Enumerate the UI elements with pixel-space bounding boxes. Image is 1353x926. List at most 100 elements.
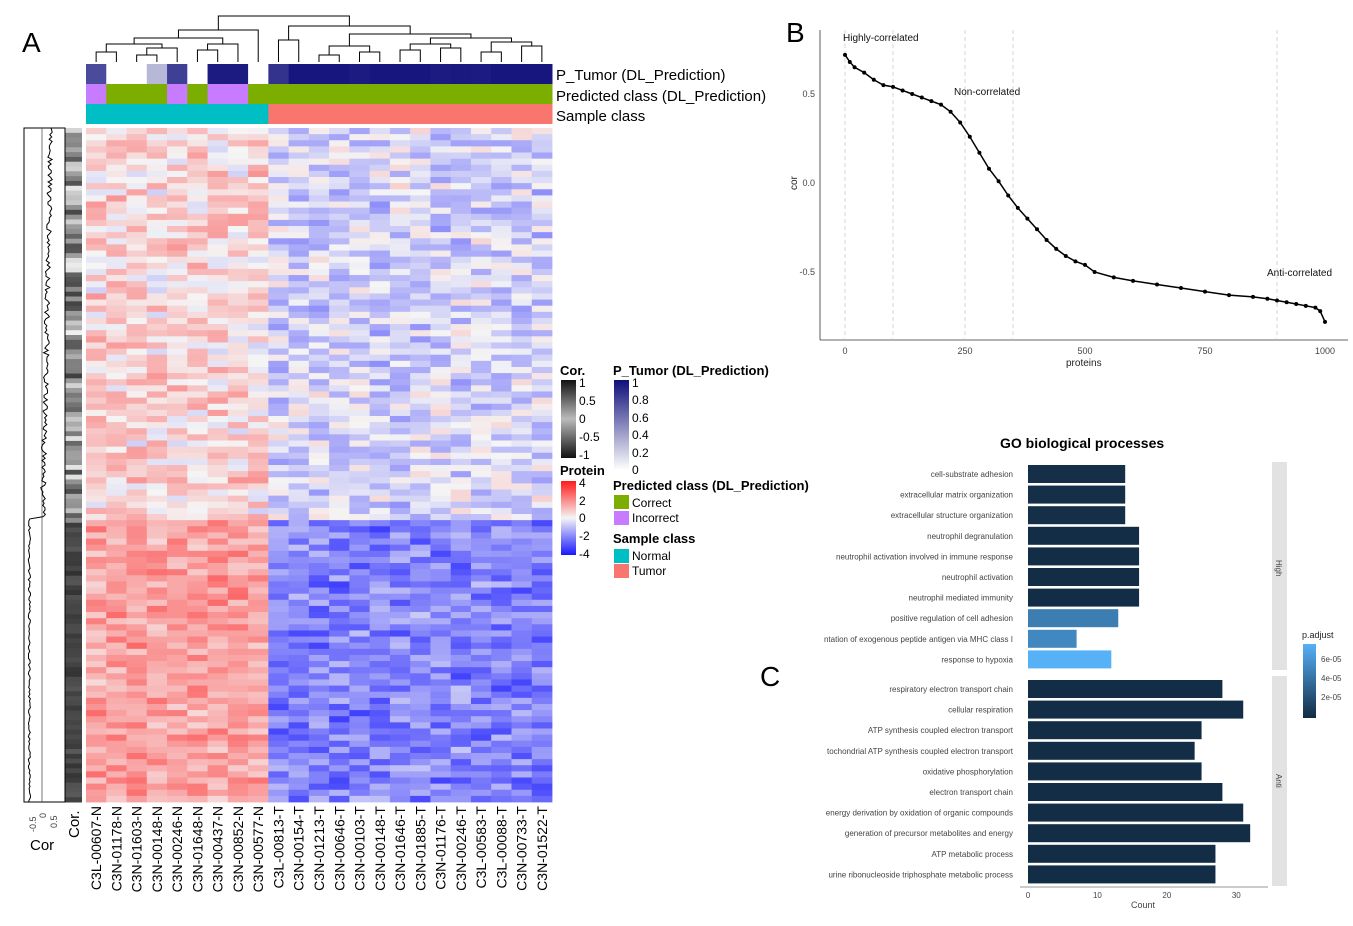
heatmap-cell bbox=[187, 550, 208, 558]
b-data-point bbox=[1265, 296, 1270, 301]
heatmap-cell bbox=[531, 636, 553, 644]
heatmap-cell bbox=[207, 795, 229, 803]
heatmap-cell bbox=[288, 716, 310, 723]
heatmap-cell bbox=[227, 146, 249, 153]
heatmap-cell bbox=[389, 697, 411, 705]
heatmap-cell bbox=[329, 501, 350, 509]
heatmap-cell bbox=[369, 789, 391, 797]
heatmap-cell bbox=[389, 207, 411, 215]
heatmap-cell bbox=[308, 507, 330, 515]
heatmap-cell bbox=[146, 612, 168, 619]
heatmap-cell bbox=[369, 140, 391, 147]
heatmap-cell bbox=[288, 305, 310, 313]
heatmap-cell bbox=[146, 219, 168, 227]
heatmap-cell bbox=[531, 311, 553, 319]
b-data-point bbox=[1323, 319, 1327, 324]
heatmap-cell bbox=[531, 728, 553, 735]
heatmap-cell bbox=[531, 305, 553, 313]
heatmap-cell bbox=[146, 783, 168, 791]
heatmap-cell bbox=[248, 183, 269, 190]
heatmap-cell bbox=[86, 685, 107, 693]
heatmap-cell bbox=[410, 250, 431, 258]
heatmap-cell bbox=[86, 587, 107, 595]
heatmap-cell bbox=[126, 477, 148, 484]
heatmap-cell bbox=[288, 262, 310, 270]
heatmap-cell bbox=[389, 213, 411, 221]
heatmap-cell bbox=[288, 612, 310, 619]
heatmap-cell bbox=[227, 268, 249, 276]
heatmap-cell bbox=[187, 697, 208, 705]
heatmap-cell bbox=[450, 728, 472, 735]
heatmap-cell bbox=[531, 759, 553, 766]
heatmap-cell bbox=[511, 232, 533, 239]
heatmap-cell bbox=[410, 268, 431, 276]
heatmap-cell bbox=[227, 293, 249, 300]
dendro-link bbox=[136, 54, 158, 62]
heatmap-cell bbox=[430, 563, 452, 570]
heatmap-cell bbox=[126, 624, 148, 631]
heatmap-cell bbox=[450, 556, 472, 564]
heatmap-cell bbox=[470, 428, 492, 435]
heatmap-cell bbox=[227, 673, 249, 680]
heatmap-cell bbox=[268, 618, 290, 625]
heatmap-cell bbox=[430, 391, 452, 398]
cor-column-cell bbox=[63, 195, 82, 201]
heatmap-cell bbox=[288, 452, 310, 460]
cor-column-cell bbox=[63, 556, 82, 562]
heatmap-cell bbox=[511, 630, 533, 637]
heatmap-cell bbox=[106, 599, 127, 607]
heatmap-cell bbox=[308, 293, 330, 300]
heatmap-cell bbox=[491, 244, 512, 251]
heatmap-cell bbox=[86, 397, 107, 405]
heatmap-cell bbox=[106, 452, 127, 460]
heatmap-cell bbox=[268, 624, 290, 631]
sample-label: C3N-00437-N bbox=[210, 806, 226, 892]
heatmap-cell bbox=[491, 379, 512, 386]
heatmap-cell bbox=[470, 673, 492, 680]
heatmap-cell bbox=[531, 618, 553, 625]
heatmap-cell bbox=[511, 752, 533, 760]
heatmap-cell bbox=[410, 458, 431, 466]
heatmap-cell bbox=[369, 746, 391, 754]
heatmap-cell bbox=[329, 366, 350, 374]
heatmap-cell bbox=[491, 703, 512, 711]
heatmap-cell bbox=[430, 556, 452, 564]
annotation-cell-sample-class bbox=[329, 104, 350, 124]
heatmap-cell bbox=[187, 489, 208, 497]
heatmap-cell bbox=[86, 746, 107, 754]
heatmap-cell bbox=[187, 152, 208, 160]
heatmap-cell bbox=[167, 207, 188, 215]
heatmap-cell bbox=[167, 661, 188, 668]
cor-column-cell bbox=[63, 652, 82, 659]
heatmap-cell bbox=[369, 673, 391, 680]
heatmap-cell bbox=[491, 434, 512, 441]
heatmap-cell bbox=[470, 667, 492, 674]
heatmap-cell bbox=[430, 679, 452, 686]
heatmap-cell bbox=[491, 538, 512, 546]
c-category-label: neutrophil degranulation bbox=[927, 532, 1013, 541]
heatmap-cell bbox=[369, 636, 391, 644]
legend-protein: Protein 4 2 0 -2 -4 bbox=[560, 463, 605, 561]
heatmap-cell bbox=[511, 489, 533, 497]
heatmap-cell bbox=[450, 520, 472, 527]
heatmap-cell bbox=[349, 189, 371, 196]
heatmap-cell bbox=[126, 238, 148, 245]
heatmap-cell bbox=[126, 569, 148, 576]
heatmap-cell bbox=[369, 489, 391, 497]
heatmap-cell bbox=[389, 293, 411, 300]
heatmap-cell bbox=[167, 636, 188, 644]
heatmap-cell bbox=[410, 140, 431, 147]
heatmap-cell bbox=[349, 489, 371, 497]
heatmap-cell bbox=[106, 710, 127, 717]
heatmap-cell bbox=[207, 575, 229, 582]
heatmap-cell bbox=[329, 685, 350, 693]
heatmap-cell bbox=[288, 275, 310, 282]
heatmap-cell bbox=[329, 177, 350, 184]
heatmap-cell bbox=[207, 207, 229, 215]
heatmap-cell bbox=[126, 128, 148, 135]
heatmap-cell bbox=[126, 452, 148, 460]
heatmap-cell bbox=[308, 232, 330, 239]
heatmap-cell bbox=[146, 391, 168, 398]
heatmap-cell bbox=[268, 526, 290, 533]
